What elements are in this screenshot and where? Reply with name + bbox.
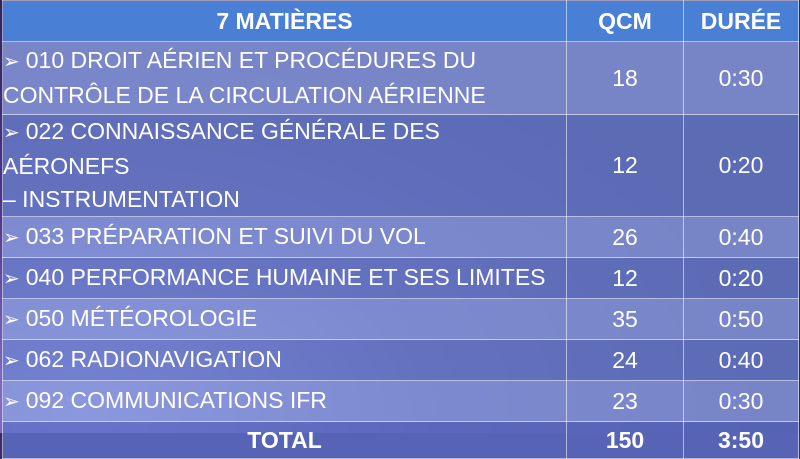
subject-cell: ➢ 033 PRÉPARATION ET SUIVI DU VOL	[2, 216, 567, 258]
subject-name: 033 PRÉPARATION ET SUIVI DU VOL	[25, 222, 426, 249]
subject-cell: ➢ 040 PERFORMANCE HUMAINE ET SES LIMITES	[2, 257, 567, 299]
duration-cell: 0:30	[683, 41, 799, 115]
duration-column-header: DURÉE	[683, 0, 799, 42]
duration-cell: 0:30	[683, 380, 799, 422]
total-label: TOTAL	[2, 421, 567, 459]
duration-cell: 0:40	[683, 339, 799, 381]
arrow-bullet-icon: ➢	[3, 51, 20, 73]
qcm-column-header: QCM	[566, 0, 684, 42]
arrow-bullet-icon: ➢	[3, 267, 20, 290]
arrow-bullet-icon: ➢	[3, 122, 20, 144]
arrow-bullet-icon: ➢	[3, 308, 20, 331]
table-row: ➢ 092 COMMUNICATIONS IFR 23 0:30	[2, 380, 799, 422]
arrow-bullet-icon: ➢	[3, 226, 20, 249]
table-header-row: 7 MATIÈRES QCM DURÉE	[2, 0, 799, 42]
total-duration: 3:50	[683, 421, 799, 459]
subject-name-continued: – INSTRUMENTATION	[3, 186, 240, 212]
qcm-cell: 35	[566, 298, 684, 340]
table-row: ➢ 050 MÉTÉOROLOGIE 35 0:50	[2, 298, 799, 340]
table-row: ➢ 010 DROIT AÉRIEN ET PROCÉDURES DU CONTR…	[2, 41, 799, 115]
qcm-cell: 23	[566, 380, 684, 422]
table-row: ➢ 033 PRÉPARATION ET SUIVI DU VOL 26 0:40	[2, 216, 799, 258]
qcm-cell: 18	[566, 41, 684, 115]
arrow-bullet-icon: ➢	[3, 349, 20, 372]
table-row: ➢ 040 PERFORMANCE HUMAINE ET SES LIMITES …	[2, 257, 799, 299]
total-row: TOTAL 150 3:50	[2, 421, 799, 459]
duration-cell: 0:40	[683, 216, 799, 258]
total-qcm: 150	[566, 421, 684, 459]
subject-name-continued: CONTRÔLE DE LA CIRCULATION AÉRIENNE	[3, 82, 486, 108]
table-row: ➢ 022 CONNAISSANCE GÉNÉRALE DES AÉRONEFS …	[2, 114, 799, 217]
subject-cell: ➢ 092 COMMUNICATIONS IFR	[2, 380, 567, 422]
subject-name: 050 MÉTÉOROLOGIE	[25, 304, 258, 331]
subject-cell: ➢ 010 DROIT AÉRIEN ET PROCÉDURES DU CONTR…	[2, 41, 567, 115]
subject-name: 010 DROIT AÉRIEN ET PROCÉDURES DU	[25, 47, 477, 73]
qcm-cell: 12	[566, 114, 684, 217]
arrow-bullet-icon: ➢	[3, 390, 20, 413]
subject-name: 022 CONNAISSANCE GÉNÉRALE DES AÉRONEFS	[3, 118, 440, 179]
subject-name: 092 COMMUNICATIONS IFR	[25, 386, 327, 413]
qcm-cell: 26	[566, 216, 684, 258]
duration-cell: 0:20	[683, 257, 799, 299]
qcm-cell: 24	[566, 339, 684, 381]
table-row: ➢ 062 RADIONAVIGATION 24 0:40	[2, 339, 799, 381]
subject-cell: ➢ 050 MÉTÉOROLOGIE	[2, 298, 567, 340]
subjects-column-header: 7 MATIÈRES	[2, 0, 567, 42]
subject-name: 062 RADIONAVIGATION	[25, 345, 282, 372]
subject-cell: ➢ 062 RADIONAVIGATION	[2, 339, 567, 381]
subject-name: 040 PERFORMANCE HUMAINE ET SES LIMITES	[25, 263, 546, 290]
duration-cell: 0:20	[683, 114, 799, 217]
duration-cell: 0:50	[683, 298, 799, 340]
subject-cell: ➢ 022 CONNAISSANCE GÉNÉRALE DES AÉRONEFS …	[2, 114, 567, 217]
qcm-cell: 12	[566, 257, 684, 299]
